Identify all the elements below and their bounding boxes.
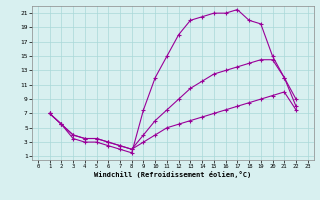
- X-axis label: Windchill (Refroidissement éolien,°C): Windchill (Refroidissement éolien,°C): [94, 171, 252, 178]
